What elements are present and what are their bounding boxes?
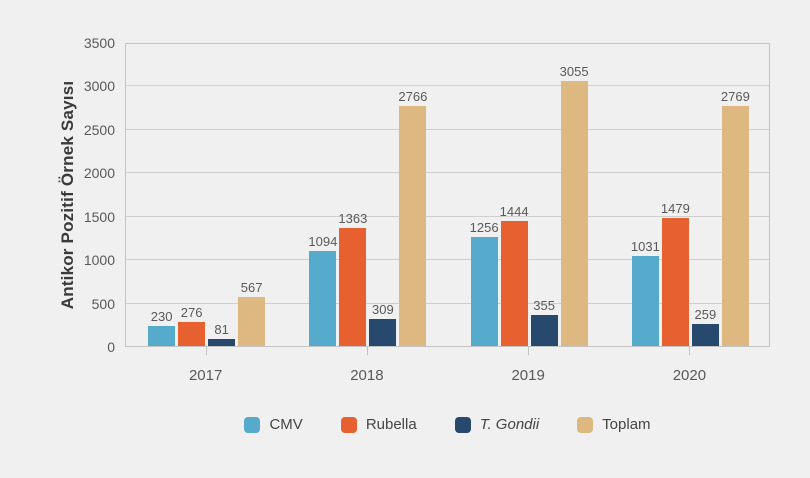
legend-item: Toplam [577, 416, 651, 433]
bar-column: 2769 [720, 88, 750, 346]
bar-column: 355 [530, 298, 558, 346]
bar-toplam [399, 105, 427, 346]
bar-column: 1256 [469, 219, 499, 346]
bar-t-gondii [530, 315, 558, 346]
bar-column: 1444 [499, 203, 529, 346]
bar-column: 1031 [630, 239, 660, 346]
y-tick-label: 2000 [83, 165, 115, 182]
gridline [126, 302, 769, 304]
bar-cmv [148, 326, 176, 346]
bar-rubella [178, 322, 206, 346]
bar-value-label: 2766 [398, 88, 428, 104]
bar-cmv [470, 236, 498, 346]
legend-swatch [244, 416, 261, 433]
x-axis-tick [366, 347, 368, 355]
bar-cmv [309, 250, 337, 346]
bar-value-label: 81 [214, 321, 229, 337]
bar-value-label: 309 [372, 302, 394, 318]
bar-value-label: 567 [240, 279, 263, 295]
legend-label: Rubella [365, 416, 417, 433]
bar-column: 81 [208, 321, 236, 346]
legend-item: Rubella [340, 416, 417, 433]
bar-value-label: 355 [533, 298, 555, 314]
bar-value-label: 230 [150, 309, 173, 325]
bar-rubella [500, 220, 528, 346]
bar-value-label: 3055 [559, 63, 589, 79]
legend-swatch [454, 416, 471, 433]
y-tick-label: 3000 [83, 78, 115, 95]
x-axis-tick [205, 347, 207, 355]
y-tick-label: 0 [107, 339, 115, 355]
bar-value-label: 1444 [499, 203, 529, 219]
x-axis-tick [689, 347, 691, 355]
y-tick-label: 1500 [83, 208, 115, 225]
bar-rubella [339, 227, 367, 346]
bar-value-label: 1256 [469, 219, 499, 235]
x-axis-tick [528, 347, 530, 355]
legend-swatch [577, 416, 594, 433]
y-axis-title: Antikor Pozitif Örnek Sayısı [58, 80, 77, 310]
bar-column: 259 [691, 306, 719, 346]
bar-value-label: 1031 [630, 239, 660, 255]
legend: CMV Rubella T. Gondii Toplam [125, 416, 770, 433]
legend-label: T. Gondii [479, 416, 540, 433]
x-axis-label: 2017 [188, 367, 223, 384]
gridline [126, 215, 769, 217]
x-axis-label: 2018 [350, 367, 384, 384]
gridline [126, 85, 769, 87]
bar-group: 1256 1444 355 3055 [449, 44, 610, 346]
gridline [126, 259, 769, 261]
y-tick-label: 1000 [83, 252, 115, 269]
bar-column: 1363 [338, 210, 368, 346]
gridline [126, 172, 769, 174]
bar-cmv [631, 256, 659, 346]
bar-value-label: 1479 [660, 200, 690, 216]
bar-column: 1479 [660, 200, 690, 346]
bar-column: 1094 [308, 233, 338, 346]
bar-column: 230 [148, 309, 176, 346]
bar-group: 230 276 81 567 [126, 44, 287, 346]
bar-value-label: 2769 [720, 88, 750, 104]
y-tick-label: 500 [91, 295, 115, 312]
x-axis-label: 2019 [511, 367, 545, 384]
bar-group: 1031 1479 259 2769 [610, 44, 771, 346]
y-tick-label: 2500 [83, 121, 115, 138]
bar-column: 2766 [398, 88, 428, 346]
gridline [126, 128, 769, 130]
bar-t-gondii [691, 323, 719, 346]
x-axis-label: 2020 [672, 367, 707, 384]
bar-value-label: 1094 [308, 233, 338, 249]
legend-label: Toplam [602, 416, 651, 433]
legend-item: CMV [244, 416, 303, 433]
plot-area: 230 276 81 567 1094 1363 309 2766 1256 1444 355 305… [125, 43, 770, 347]
bar-toplam [560, 80, 588, 346]
legend-swatch [340, 416, 357, 433]
bar-t-gondii [208, 338, 236, 346]
y-tick-label: 3500 [83, 35, 115, 51]
bar-value-label: 1363 [338, 210, 368, 226]
bar-value-label: 276 [180, 305, 203, 321]
bar-t-gondii [369, 319, 397, 346]
bar-column: 3055 [559, 63, 589, 346]
bar-toplam [238, 296, 266, 346]
bar-group: 1094 1363 309 2766 [287, 44, 448, 346]
legend-item: T. Gondii [454, 416, 540, 433]
bar-toplam [721, 105, 749, 346]
bar-column: 567 [238, 279, 266, 346]
legend-label: CMV [269, 416, 303, 433]
bar-value-label: 259 [694, 306, 717, 322]
bar-column: 309 [369, 302, 397, 346]
bar-rubella [661, 217, 689, 346]
bar-column: 276 [178, 305, 206, 346]
